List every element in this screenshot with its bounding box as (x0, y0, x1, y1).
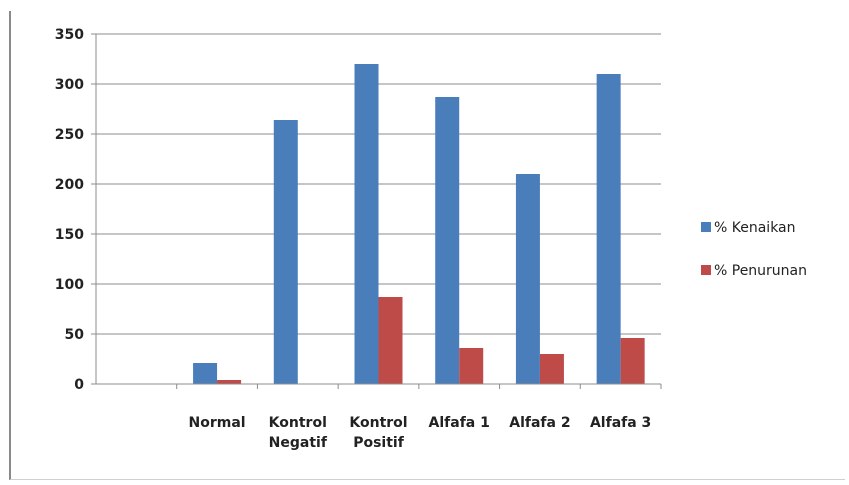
chart-area: 0 50 100 150 200 250 300 350 Normal Kontrol Negati… (9, 11, 845, 480)
legend-swatch-1 (701, 265, 711, 275)
bar-penurunan-1 (217, 380, 242, 384)
legend-swatch-0 (701, 222, 711, 232)
legend-label-1: % Penurunan (714, 263, 807, 279)
y-tick-label-250: 250 (55, 127, 84, 143)
bar-penurunan-5 (539, 354, 564, 384)
bar-penurunan-3 (378, 297, 403, 384)
y-tick-label-200: 200 (55, 177, 84, 193)
x-category-label-4-0: Alfafa 1 (429, 415, 490, 431)
x-category-label-6-0: Alfafa 3 (590, 415, 651, 431)
bar-chart: 0 50 100 150 200 250 300 350 Normal Kontrol Negati… (55, 27, 807, 451)
bar-kenaikan-4 (435, 97, 460, 384)
y-tick-label-350: 350 (55, 27, 84, 43)
x-category-label-1-0: Normal (189, 415, 246, 431)
x-category-label-5-0: Alfafa 2 (509, 415, 570, 431)
x-category-label-3-0: Kontrol (349, 415, 407, 431)
legend: % Kenaikan % Penurunan (701, 220, 807, 279)
axes: 0 50 100 150 200 250 300 350 Normal Kontrol Negati… (55, 27, 662, 451)
x-category-label-2-1: Negatif (269, 435, 328, 451)
y-tick-label-300: 300 (55, 77, 84, 93)
bar-penurunan-4 (459, 348, 484, 384)
bar-kenaikan-3 (354, 64, 379, 384)
bar-kenaikan-1 (193, 363, 218, 384)
y-tick-label-0: 0 (74, 377, 84, 393)
bar-kenaikan-2 (273, 120, 298, 384)
x-category-label-2-0: Kontrol (269, 415, 327, 431)
y-tick-label-100: 100 (55, 277, 84, 293)
x-category-label-3-1: Positif (353, 435, 405, 451)
bar-penurunan-6 (620, 338, 645, 384)
bar-kenaikan-5 (515, 174, 540, 384)
y-tick-label-150: 150 (55, 227, 84, 243)
bars (193, 64, 645, 384)
bar-kenaikan-6 (596, 74, 621, 384)
y-tick-label-50: 50 (65, 327, 85, 343)
legend-label-0: % Kenaikan (714, 220, 796, 236)
